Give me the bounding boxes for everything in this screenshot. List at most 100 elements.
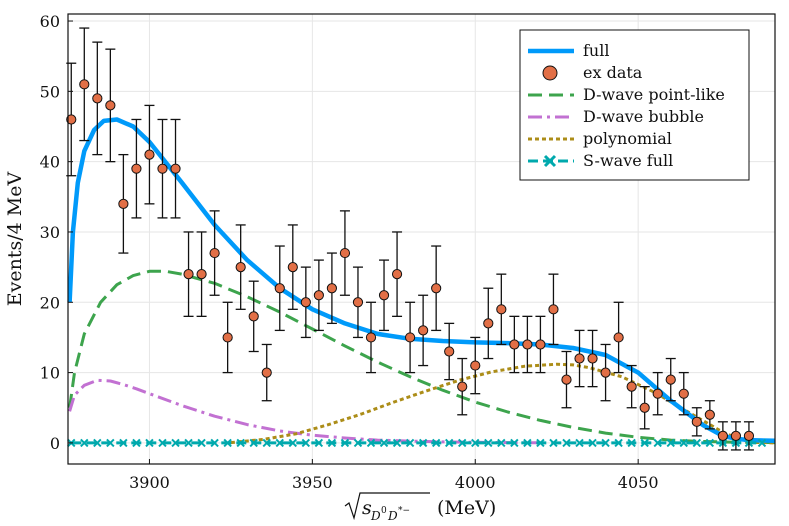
data-point <box>509 339 520 350</box>
swave-marker <box>106 438 115 448</box>
swave-marker <box>431 438 441 448</box>
x-tick-label: 4050 <box>618 473 659 492</box>
data-point <box>365 332 377 343</box>
swave-marker <box>80 438 89 448</box>
data-point <box>287 262 298 273</box>
data-point <box>170 163 181 174</box>
x-label-sub-dstar: D <box>387 509 398 523</box>
legend-dwave-bubble: D-wave bubble <box>528 107 704 126</box>
y-axis-label: Events/4 MeV <box>4 172 26 307</box>
data-point <box>470 360 481 371</box>
data-point <box>235 262 246 273</box>
data-point <box>222 332 233 343</box>
swave-marker <box>562 438 571 448</box>
data-point <box>404 332 416 343</box>
data-point <box>652 388 663 399</box>
data-point <box>105 100 116 111</box>
data-point <box>144 149 155 160</box>
swave-marker <box>366 438 376 448</box>
dwave-bubble-line <box>68 378 541 445</box>
swave-marker <box>523 438 532 448</box>
swave-marker <box>236 438 245 448</box>
swave-marker <box>340 438 350 448</box>
swave-marker <box>705 438 715 448</box>
legend-marker <box>542 65 558 81</box>
data-point <box>496 304 507 315</box>
data-point <box>196 269 207 280</box>
data-point <box>548 304 559 315</box>
data-point <box>600 367 611 378</box>
swave-marker <box>471 438 480 448</box>
data-point <box>613 332 624 343</box>
swave-marker <box>510 438 519 448</box>
data-point <box>261 367 272 378</box>
swave-marker <box>627 438 636 448</box>
x-tick-label: 4000 <box>455 473 496 492</box>
polynomial-line <box>230 362 776 445</box>
swave-marker <box>418 438 428 448</box>
swave-marker <box>757 438 767 448</box>
legend-label: D-wave bubble <box>583 107 704 126</box>
swave-marker <box>484 438 493 448</box>
swave-marker <box>93 438 102 448</box>
dwave-pointlike-line <box>68 269 776 445</box>
y-tick-label: 60 <box>40 12 60 31</box>
legend-marker <box>543 154 557 168</box>
swave-marker <box>379 438 389 448</box>
plot-frame <box>67 13 776 465</box>
data-point <box>535 339 546 350</box>
swave-marker <box>132 438 141 448</box>
swave-marker <box>653 438 662 448</box>
x-label-sub-d0: D <box>370 509 381 523</box>
swave-marker <box>184 438 193 448</box>
swave-marker <box>549 438 558 448</box>
swave-marker <box>158 438 167 448</box>
swave-marker <box>614 438 623 448</box>
swave-marker <box>288 438 298 448</box>
data-point <box>391 269 403 280</box>
data-point <box>665 374 676 385</box>
data-point <box>561 374 572 385</box>
legend-label: polynomial <box>583 129 672 148</box>
data-point <box>66 114 77 125</box>
data-point <box>639 402 650 413</box>
data-point <box>92 93 103 104</box>
y-tick-label: 50 <box>40 82 60 101</box>
data-point <box>743 430 755 441</box>
legend-polynomial: polynomial <box>528 129 672 148</box>
swave-marker <box>327 438 337 448</box>
swave-marker <box>119 438 128 448</box>
swave-marker <box>679 438 688 448</box>
y-tick-label: 10 <box>40 364 60 383</box>
data-point <box>730 430 742 441</box>
full-fit-line <box>67 117 776 444</box>
data-point <box>157 163 168 174</box>
legend: full ex data D-wave point-like D-wave bubbl… <box>519 29 750 181</box>
swave-marker <box>262 438 271 448</box>
data-point <box>79 79 90 90</box>
data-point <box>131 163 142 174</box>
swave-marker <box>249 438 258 448</box>
swave-marker <box>536 438 545 448</box>
legend-label: full <box>583 41 609 60</box>
data-point <box>678 388 689 399</box>
x-label-unit: (MeV) <box>437 497 496 519</box>
swave-marker <box>197 438 206 448</box>
sqrt-symbol <box>344 492 430 521</box>
swave-marker <box>588 438 597 448</box>
swave-marker <box>353 438 363 448</box>
y-tick-label: 0 <box>50 434 60 453</box>
swave-marker <box>640 438 649 448</box>
swave-marker <box>601 438 610 448</box>
legend-full: full <box>528 41 609 60</box>
data-point <box>209 247 220 259</box>
legend-swave: S-wave full <box>528 151 673 170</box>
swave-marker <box>275 438 284 448</box>
plot-area <box>66 27 776 451</box>
x-label-sup-star: *− <box>398 506 410 516</box>
data-point <box>352 297 364 308</box>
swave-marker <box>458 438 467 448</box>
data-point <box>248 311 259 322</box>
data-point <box>444 346 455 357</box>
x-tick-label: 3950 <box>292 473 333 492</box>
